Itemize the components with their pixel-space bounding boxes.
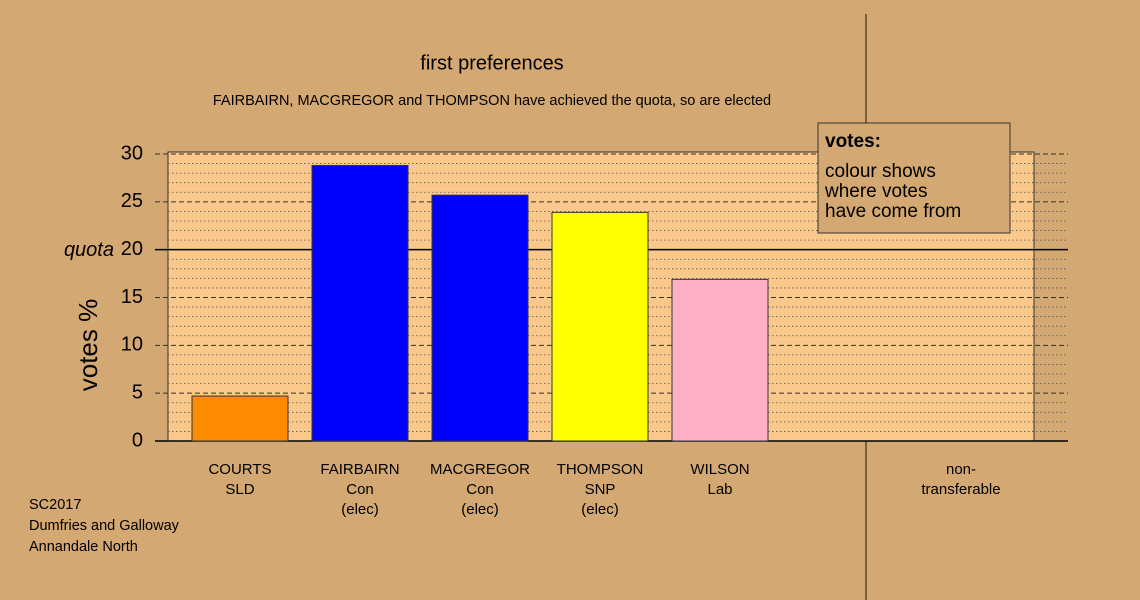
- y-tick-label: 15: [121, 286, 143, 308]
- x-tick-label: Con: [346, 481, 374, 498]
- x-tick-label: transferable: [921, 481, 1000, 498]
- legend-text: colour shows: [825, 161, 936, 182]
- chart-subtitle: FAIRBAIRN, MACGREGOR and THOMPSON have a…: [213, 93, 771, 109]
- x-tick-label: Con: [466, 481, 494, 498]
- footer-text: SC2017: [29, 497, 81, 513]
- x-tick-label: MACGREGOR: [430, 461, 530, 478]
- x-tick-label: Lab: [707, 481, 732, 498]
- x-tick-label: (elec): [461, 501, 499, 518]
- footer-text: Annandale North: [29, 539, 138, 555]
- bar: [431, 194, 529, 442]
- y-axis-label: votes %: [73, 299, 103, 392]
- x-tick-label: SLD: [225, 481, 254, 498]
- legend-text: have come from: [825, 201, 961, 222]
- y-tick-label: 10: [121, 334, 143, 356]
- x-tick-label: SNP: [585, 481, 616, 498]
- legend-box: [817, 122, 1011, 234]
- bar: [191, 395, 289, 442]
- x-tick-label: FAIRBAIRN: [320, 461, 399, 478]
- bar: [671, 278, 769, 442]
- quota-label: quota: [64, 239, 114, 261]
- footer-text: Dumfries and Galloway: [29, 518, 180, 534]
- x-tick-label: WILSON: [690, 461, 749, 478]
- y-tick-label: 5: [132, 381, 143, 403]
- bar: [311, 164, 409, 442]
- x-tick-label: non-: [946, 461, 976, 478]
- x-tick-label: COURTS: [208, 461, 271, 478]
- legend-title: votes:: [825, 131, 881, 152]
- x-tick-label: THOMPSON: [557, 461, 644, 478]
- bar: [551, 211, 649, 442]
- chart-title: first preferences: [420, 52, 563, 74]
- y-tick-label: 20: [121, 238, 143, 260]
- y-tick-label: 30: [121, 142, 143, 164]
- x-tick-label: (elec): [341, 501, 379, 518]
- legend-text: where votes: [824, 181, 927, 202]
- y-tick-label: 0: [132, 429, 143, 451]
- y-tick-label: 25: [121, 190, 143, 212]
- x-tick-label: (elec): [581, 501, 619, 518]
